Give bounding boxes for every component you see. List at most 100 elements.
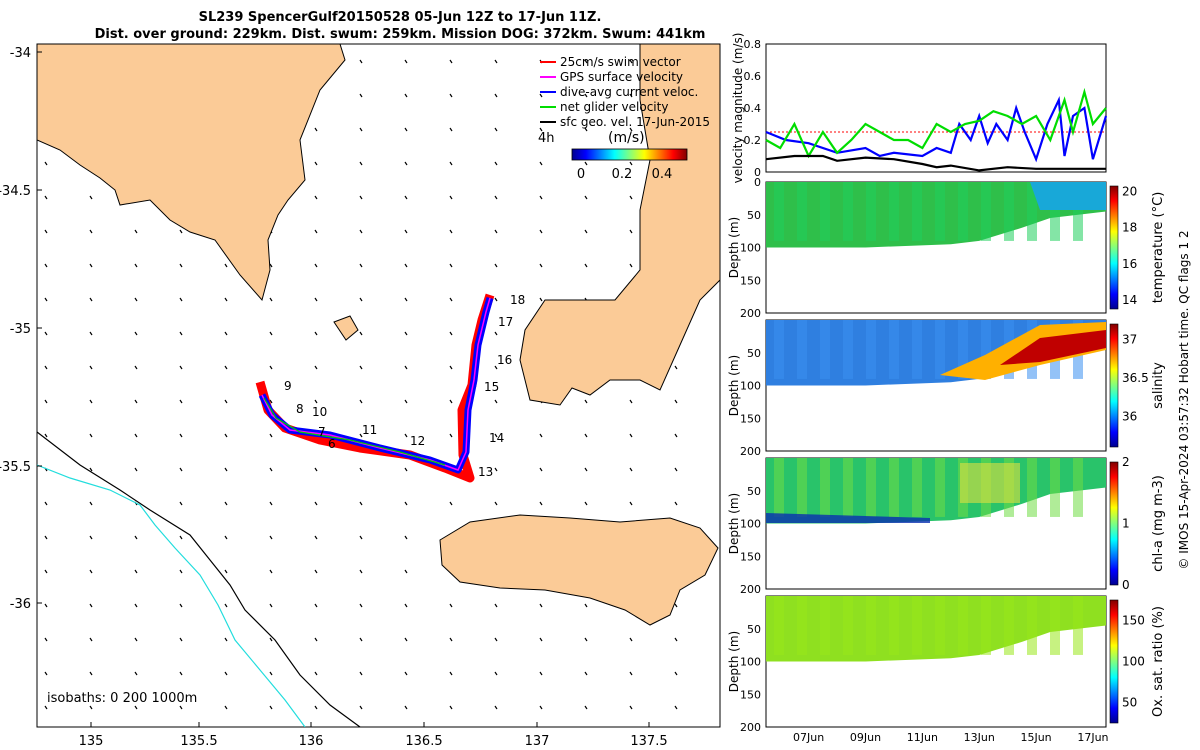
vector-arrow xyxy=(584,467,588,472)
day-label: 13 xyxy=(478,465,493,479)
heatmap-stripe xyxy=(889,182,899,241)
heatmap-stripe xyxy=(820,320,830,379)
y-tick-label: 100 xyxy=(740,518,761,531)
vector-arrow xyxy=(359,637,363,642)
vector-arrow xyxy=(89,399,93,404)
colorbar-tick-label: 14 xyxy=(1122,293,1137,307)
vector-arrow xyxy=(494,59,498,64)
vector-arrow xyxy=(584,433,588,438)
day-label: 7 xyxy=(318,425,326,439)
legend-entry: GPS surface velocity xyxy=(560,70,683,84)
legend-entry: net glider velocity xyxy=(560,100,668,114)
vector-arrow xyxy=(674,705,678,710)
vector-arrow xyxy=(314,637,318,642)
vector-arrow xyxy=(359,671,363,676)
heatmap-stripe xyxy=(912,596,922,655)
vector-arrow xyxy=(629,263,633,268)
x-tick-label: 17Jun xyxy=(1077,731,1108,744)
vector-arrow xyxy=(629,127,633,132)
y-axis-label: Depth (m) xyxy=(727,631,741,692)
lat-tick-label: -36 xyxy=(10,597,31,612)
heatmap-stripe xyxy=(958,182,968,241)
vector-arrow xyxy=(404,399,408,404)
track-gps-velocity xyxy=(261,297,491,471)
vector-arrow xyxy=(89,535,93,540)
colorbar-tick-label: 50 xyxy=(1122,696,1137,710)
vector-arrow xyxy=(629,59,633,64)
vector-arrow xyxy=(494,365,498,370)
isobath-1000m xyxy=(37,464,306,727)
vector-arrow xyxy=(449,229,453,234)
vector-arrow xyxy=(359,569,363,574)
vector-arrow xyxy=(314,705,318,710)
vector-arrow xyxy=(269,263,273,268)
vector-arrow xyxy=(629,93,633,98)
vector-arrow xyxy=(494,501,498,506)
colorbar-tick-label: 20 xyxy=(1122,184,1137,198)
vector-arrow xyxy=(674,501,678,506)
heatmap-stripe xyxy=(843,320,853,379)
vector-arrow xyxy=(449,127,453,132)
vector-arrow xyxy=(314,229,318,234)
day-label: 15 xyxy=(484,380,499,394)
vector-arrow xyxy=(224,263,228,268)
vector-arrow xyxy=(359,535,363,540)
heatmap-panel-3: 50 100 150 200 Depth (m) 0 1 2 chl-a (mg m-3) xyxy=(727,455,1166,596)
vector-arrow xyxy=(449,501,453,506)
vector-arrow xyxy=(44,501,48,506)
vector-arrow xyxy=(314,467,318,472)
vector-arrow xyxy=(224,399,228,404)
y-tick-label: 50 xyxy=(747,623,761,636)
vector-arrow xyxy=(179,365,183,370)
vector-arrow xyxy=(494,127,498,132)
colorbar-label: temperature (°C) xyxy=(1151,192,1166,304)
vector-arrow xyxy=(449,297,453,302)
vector-arrow xyxy=(539,433,543,438)
y-axis-label: Depth (m) xyxy=(727,493,741,554)
vector-arrow xyxy=(134,705,138,710)
vector-arrow xyxy=(494,399,498,404)
vector-arrow xyxy=(44,535,48,540)
isobaths-note: isobaths: 0 200 1000m xyxy=(47,691,197,706)
vector-arrow xyxy=(89,195,93,200)
vector-arrow xyxy=(89,603,93,608)
vector-arrow xyxy=(584,93,588,98)
vector-arrow xyxy=(449,705,453,710)
heatmap-stripe xyxy=(935,182,945,241)
lat-tick-label: -34 xyxy=(10,46,31,61)
vector-arrow xyxy=(404,297,408,302)
y-tick-label: 0.4 xyxy=(744,102,762,115)
heatmap-stripe xyxy=(797,182,807,241)
vector-arrow xyxy=(314,263,318,268)
vector-arrow xyxy=(674,399,678,404)
vector-arrow xyxy=(629,433,633,438)
heatmap-stripe xyxy=(935,320,945,379)
vector-arrow xyxy=(314,569,318,574)
heatmap-stripe xyxy=(935,596,945,655)
heatmap-stripe xyxy=(1073,458,1083,517)
vector-arrow xyxy=(449,93,453,98)
vector-arrow xyxy=(449,263,453,268)
vector-arrow xyxy=(269,603,273,608)
heatmap-stripe xyxy=(866,458,876,517)
heatmap-stripe xyxy=(866,182,876,241)
vector-arrow xyxy=(224,433,228,438)
latitude-ticks: -34 -34.5 -35 -35.5 -36 xyxy=(0,46,42,612)
vector-arrow xyxy=(449,195,453,200)
day-label: 10 xyxy=(312,405,327,419)
colorbar-tick-label: 2 xyxy=(1122,455,1130,469)
track-net-velocity xyxy=(263,397,446,466)
vector-arrow xyxy=(404,569,408,574)
heatmap-stripe xyxy=(1027,182,1037,241)
day-label: 17 xyxy=(498,315,513,329)
x-tick-label: 11Jun xyxy=(907,731,938,744)
heatmap-stripe xyxy=(774,596,784,655)
vector-arrow xyxy=(314,365,318,370)
vector-arrow xyxy=(134,569,138,574)
heatmap-stripe xyxy=(912,320,922,379)
heatmap-stripe xyxy=(866,596,876,655)
heatmap-stripe xyxy=(866,320,876,379)
vector-arrow xyxy=(314,603,318,608)
heatmap-stripe xyxy=(843,596,853,655)
